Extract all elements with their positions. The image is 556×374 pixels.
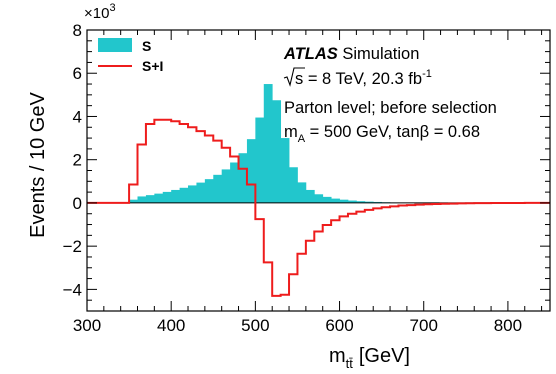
y-tick-label: 0 bbox=[73, 194, 82, 213]
signal-bar bbox=[129, 199, 138, 203]
signal-bar bbox=[213, 174, 223, 203]
x-tick-label: 400 bbox=[157, 316, 185, 335]
signal-bar bbox=[188, 185, 197, 203]
x-tick-label: 700 bbox=[410, 316, 438, 335]
signal-bar bbox=[171, 189, 180, 203]
signal-bar bbox=[289, 167, 298, 203]
annotation-mass: = 500 GeV, tanβ = 0.68 bbox=[305, 123, 480, 141]
annotation-mass-sub: A bbox=[298, 133, 306, 145]
signal-bar bbox=[347, 200, 357, 203]
annotation-mass-line: mA = 500 GeV, tanβ = 0.68 bbox=[284, 123, 480, 145]
signal-bar bbox=[272, 100, 282, 203]
signal-bar bbox=[137, 196, 147, 203]
x-axis-title-unit: [GeV] bbox=[359, 345, 410, 367]
annotation-energy-line: s = 8 TeV, 20.3 fb-1 bbox=[295, 68, 432, 88]
signal-bar bbox=[280, 138, 290, 203]
legend-swatch-s bbox=[98, 38, 132, 52]
annotation-selection: Parton level; before selection bbox=[284, 99, 497, 117]
signal-bar bbox=[339, 199, 349, 203]
signal-bar bbox=[204, 179, 214, 203]
signal-bar bbox=[331, 198, 340, 203]
y-tick-label: 2 bbox=[73, 151, 82, 170]
signal-bar bbox=[314, 194, 324, 203]
y-multiplier: ×103 bbox=[84, 2, 116, 22]
annotation-energy-s: s bbox=[295, 70, 303, 88]
y-tick-label: 8 bbox=[73, 21, 82, 40]
sqrt-symbol-icon bbox=[283, 67, 305, 87]
legend-label-s: S bbox=[142, 38, 151, 54]
signal-bar bbox=[263, 84, 273, 203]
signal-bar bbox=[246, 139, 256, 203]
x-axis-title-m: m bbox=[329, 345, 346, 367]
signal-bar bbox=[356, 201, 366, 203]
y-multiplier-base: ×10 bbox=[84, 5, 109, 22]
y-tick-label: −2 bbox=[63, 237, 82, 256]
x-tick-label: 600 bbox=[325, 316, 353, 335]
y-axis-title: Events / 10 GeV bbox=[27, 92, 49, 238]
x-tick-label: 500 bbox=[241, 316, 269, 335]
y-tick-label: −4 bbox=[63, 280, 82, 299]
annotation-atlas: ATLAS bbox=[283, 45, 338, 63]
signal-bar bbox=[196, 182, 206, 203]
x-tick-label: 800 bbox=[494, 316, 522, 335]
legend: S S+I bbox=[98, 38, 163, 74]
annotation-energy-exp: -1 bbox=[422, 68, 432, 80]
annotation-atlas-line: ATLAS Simulation bbox=[283, 45, 419, 63]
annotations: ATLAS Simulation s = 8 TeV, 20.3 fb-1 Pa… bbox=[283, 45, 497, 145]
y-tick-label: 6 bbox=[73, 64, 82, 83]
y-multiplier-exp: 3 bbox=[109, 2, 115, 14]
y-tick-label: 4 bbox=[73, 107, 82, 126]
annotation-simulation: Simulation bbox=[338, 45, 420, 63]
x-axis-title: mtt̄ [GeV] bbox=[329, 345, 410, 371]
signal-bar bbox=[162, 191, 172, 203]
signal-bar bbox=[221, 169, 231, 203]
legend-label-si: S+I bbox=[142, 58, 163, 74]
annotation-mass-m: m bbox=[284, 123, 298, 141]
signal-bar bbox=[145, 195, 155, 203]
x-axis-title-sub: tt̄ bbox=[346, 356, 354, 371]
x-tick-label: 300 bbox=[73, 316, 101, 335]
annotation-energy: = 8 TeV, 20.3 fb bbox=[303, 70, 422, 88]
signal-bar bbox=[255, 117, 265, 203]
signal-bar bbox=[322, 196, 332, 203]
signal-bar bbox=[297, 182, 307, 203]
signal-bar bbox=[154, 193, 164, 203]
signal-bar bbox=[179, 187, 189, 203]
signal-bar bbox=[364, 201, 374, 203]
signal-bar bbox=[305, 189, 315, 203]
signal-bar bbox=[238, 153, 248, 203]
signal-interference-line bbox=[87, 118, 550, 297]
signal-bar bbox=[230, 162, 239, 203]
